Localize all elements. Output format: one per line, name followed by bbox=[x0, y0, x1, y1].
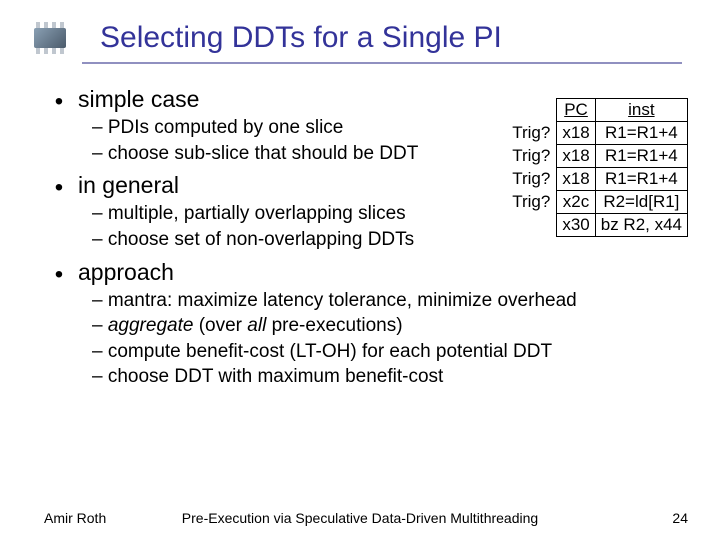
sub-item: mantra: maximize latency tolerance, mini… bbox=[92, 288, 692, 314]
cell-inst: R1=R1+4 bbox=[595, 145, 687, 168]
cell-trig: Trig? bbox=[507, 145, 557, 168]
cell-pc: x18 bbox=[557, 168, 595, 191]
cell-inst: R1=R1+4 bbox=[595, 168, 687, 191]
cell-inst: R2=ld[R1] bbox=[595, 191, 687, 214]
table-header-blank bbox=[507, 99, 557, 122]
cell-pc: x18 bbox=[557, 122, 595, 145]
bullet-approach: • approach mantra: maximize latency tole… bbox=[50, 259, 692, 391]
page-title: Selecting DDTs for a Single PI bbox=[82, 21, 502, 55]
aggregate-em: aggregate bbox=[108, 315, 194, 336]
table-header-pc: PC bbox=[557, 99, 595, 122]
cell-pc: x30 bbox=[557, 214, 595, 237]
table-header-row: PC inst bbox=[507, 99, 687, 122]
footer-page-number: 24 bbox=[672, 510, 688, 526]
slide: Selecting DDTs for a Single PI • simple … bbox=[0, 0, 720, 540]
footer-author: Amir Roth bbox=[44, 510, 106, 526]
cell-pc: x2c bbox=[557, 191, 595, 214]
bullet-dot-icon: • bbox=[50, 176, 68, 200]
bullet-text: simple case bbox=[78, 86, 199, 113]
cell-trig bbox=[507, 214, 557, 237]
trigger-table: PC inst Trig? x18 R1=R1+4 Trig? x18 R1=R… bbox=[507, 98, 688, 237]
title-row: Selecting DDTs for a Single PI bbox=[28, 18, 692, 58]
title-underline bbox=[82, 62, 682, 64]
sub-list: mantra: maximize latency tolerance, mini… bbox=[50, 288, 692, 391]
cell-trig: Trig? bbox=[507, 168, 557, 191]
table-row: Trig? x18 R1=R1+4 bbox=[507, 145, 687, 168]
footer-title: Pre-Execution via Speculative Data-Drive… bbox=[182, 510, 538, 526]
cell-trig: Trig? bbox=[507, 122, 557, 145]
table-header-inst: inst bbox=[595, 99, 687, 122]
table-row: Trig? x18 R1=R1+4 bbox=[507, 122, 687, 145]
bullet-text: approach bbox=[78, 259, 174, 286]
footer: Amir Roth Pre-Execution via Speculative … bbox=[0, 510, 720, 526]
table-row: Trig? x18 R1=R1+4 bbox=[507, 168, 687, 191]
chip-icon bbox=[28, 18, 72, 58]
bullet-dot-icon: • bbox=[50, 90, 68, 114]
sub-item: choose DDT with maximum benefit-cost bbox=[92, 364, 692, 390]
table-row: x30 bz R2, x44 bbox=[507, 214, 687, 237]
bullet-dot-icon: • bbox=[50, 263, 68, 287]
bullet-text: in general bbox=[78, 172, 179, 199]
sub-item: aggregate (over all pre-executions) bbox=[92, 313, 692, 339]
cell-pc: x18 bbox=[557, 145, 595, 168]
cell-inst: R1=R1+4 bbox=[595, 122, 687, 145]
cell-inst: bz R2, x44 bbox=[595, 214, 687, 237]
cell-trig: Trig? bbox=[507, 191, 557, 214]
table-row: Trig? x2c R2=ld[R1] bbox=[507, 191, 687, 214]
sub-item: compute benefit-cost (LT-OH) for each po… bbox=[92, 339, 692, 365]
